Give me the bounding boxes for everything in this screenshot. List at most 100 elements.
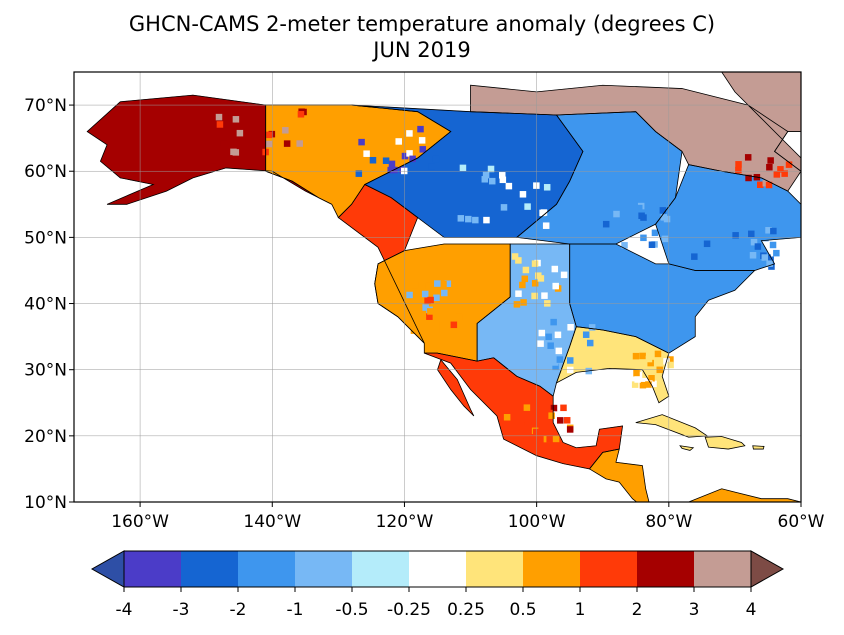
anomaly-cell-3-9 (648, 202, 656, 210)
anomaly-cell-8-5 (566, 426, 574, 433)
anomaly-cell-8-9 (517, 438, 524, 446)
anomaly-cell-9-13 (761, 254, 769, 261)
anomaly-cell-6-13 (556, 352, 563, 360)
anomaly-cell-8-6 (524, 417, 532, 425)
anomaly-cell-4-14 (513, 301, 521, 308)
anomaly-cell-1-11 (382, 157, 390, 164)
lat-tick-label-5: 20°N (24, 427, 67, 447)
anomaly-cell-0-1 (209, 157, 217, 164)
anomaly-cell-9-4 (769, 241, 777, 249)
anomaly-cell-2-2 (488, 177, 496, 185)
anomaly-cell-4-18 (551, 265, 559, 273)
anomaly-cell-0-17 (265, 140, 273, 148)
anomaly-cell-10-6 (767, 146, 774, 153)
colorbar-label-0: -4 (116, 600, 133, 620)
colorbar-extend-high (750, 550, 785, 588)
lat-tick-label-0: 70°N (24, 96, 67, 116)
anomaly-cell-9-0 (690, 243, 698, 251)
anomaly-cell-5-0 (410, 327, 418, 334)
anomaly-cell-3-15 (602, 220, 610, 228)
map-title: GHCN-CAMS 2-meter temperature anomaly (d… (128, 12, 716, 36)
anomaly-cell-6-2 (554, 331, 562, 339)
coastline-5 (470, 84, 801, 192)
anomaly-cell-5-1 (441, 289, 448, 297)
lon-tick-label-0: 160°W (111, 512, 169, 532)
anomaly-cell-7-7 (646, 371, 654, 378)
colorbar-segment-1 (181, 551, 239, 587)
anomaly-cell-2-8 (540, 209, 548, 216)
anomaly-cell-2-14 (465, 215, 472, 223)
anomaly-cell-3-12 (661, 235, 669, 243)
anomaly-cell-5-15 (455, 313, 463, 321)
anomaly-cell-8-18 (509, 424, 516, 432)
anomaly-cell-4-7 (531, 292, 538, 300)
anomaly-cell-7-18 (632, 352, 640, 360)
anomaly-cell-4-0 (519, 281, 526, 289)
anomaly-cell-1-6 (428, 163, 435, 170)
anomaly-cell-1-9 (369, 156, 377, 164)
anomaly-cell-5-12 (450, 321, 458, 329)
anomaly-cell-2-19 (542, 222, 550, 229)
colorbar-segment-6 (466, 551, 524, 587)
anomaly-cell-1-13 (355, 170, 363, 177)
lon-tick-label-4: 80°W (645, 512, 692, 532)
anomaly-cell-7-11 (648, 375, 655, 382)
anomaly-cell-10-7 (735, 161, 742, 168)
anomaly-cell-10-15 (745, 174, 752, 182)
colorbar-label-3: -1 (287, 600, 304, 620)
anomaly-cell-5-3 (444, 280, 452, 287)
anomaly-cell-0-3 (283, 140, 291, 147)
lat-tick-label-1: 60°N (24, 162, 67, 182)
anomaly-cell-4-17 (520, 299, 527, 306)
anomaly-cell-5-14 (433, 294, 440, 302)
anomaly-cell-4-16 (535, 272, 542, 279)
anomaly-cell-10-12 (777, 166, 784, 173)
anomaly-cell-0-13 (216, 121, 224, 128)
lat-tick-label-2: 50°N (24, 228, 67, 248)
anomaly-cell-10-17 (765, 181, 773, 189)
anomaly-cell-5-11 (434, 280, 441, 287)
anomaly-cell-9-9 (703, 240, 711, 248)
anomaly-cell-10-13 (781, 170, 788, 177)
anomaly-cell-0-14 (230, 148, 237, 156)
colorbar-segment-4 (352, 551, 410, 587)
anomaly-cell-0-18 (218, 129, 226, 137)
anomaly-cell-7-19 (634, 376, 641, 383)
anomaly-cell-5-7 (411, 281, 419, 289)
anomaly-cell-10-5 (784, 146, 791, 153)
anomaly-cell-8-4 (546, 435, 553, 443)
anomaly-cell-7-14 (645, 355, 653, 363)
anomaly-cell-4-10 (531, 280, 539, 287)
anomaly-cell-3-13 (648, 241, 656, 248)
anomaly-cell-10-11 (745, 163, 753, 171)
longitude-axis: 160°W 140°W 120°W 100°W 80°W 60°W (111, 502, 825, 532)
colorbar-segment-0 (124, 551, 182, 587)
anomaly-cell-2-12 (481, 176, 489, 183)
anomaly-cell-6-10 (538, 329, 546, 337)
anomaly-cell-2-0 (482, 171, 490, 179)
anomaly-cell-3-8 (663, 215, 671, 223)
anomaly-cell-5-8 (440, 280, 447, 288)
anomaly-cell-0-7 (226, 109, 234, 116)
anomaly-cell-0-4 (232, 116, 240, 123)
anomaly-cell-1-17 (409, 155, 416, 163)
lon-tick-label-2: 120°W (376, 512, 434, 532)
anomaly-cell-3-14 (650, 206, 657, 213)
anomaly-cell-7-1 (639, 352, 646, 360)
lat-tick-label-6: 10°N (24, 493, 67, 513)
anomaly-cell-2-6 (533, 182, 540, 189)
anomaly-cell-1-10 (419, 146, 427, 153)
anomaly-cell-10-4 (746, 158, 753, 165)
colorbar-segment-3 (295, 551, 353, 587)
anomaly-cell-3-16 (635, 204, 643, 212)
anomaly-cell-9-2 (749, 252, 757, 259)
coastline-18 (752, 445, 765, 450)
anomaly-cell-10-14 (755, 165, 762, 172)
anomaly-cell-0-12 (297, 111, 305, 118)
anomaly-cell-2-17 (487, 165, 495, 173)
anomaly-cell-4-1 (515, 257, 522, 264)
anomaly-cell-1-18 (417, 125, 424, 133)
anomaly-cell-1-3 (388, 160, 396, 168)
anomaly-cell-5-5 (425, 282, 433, 290)
